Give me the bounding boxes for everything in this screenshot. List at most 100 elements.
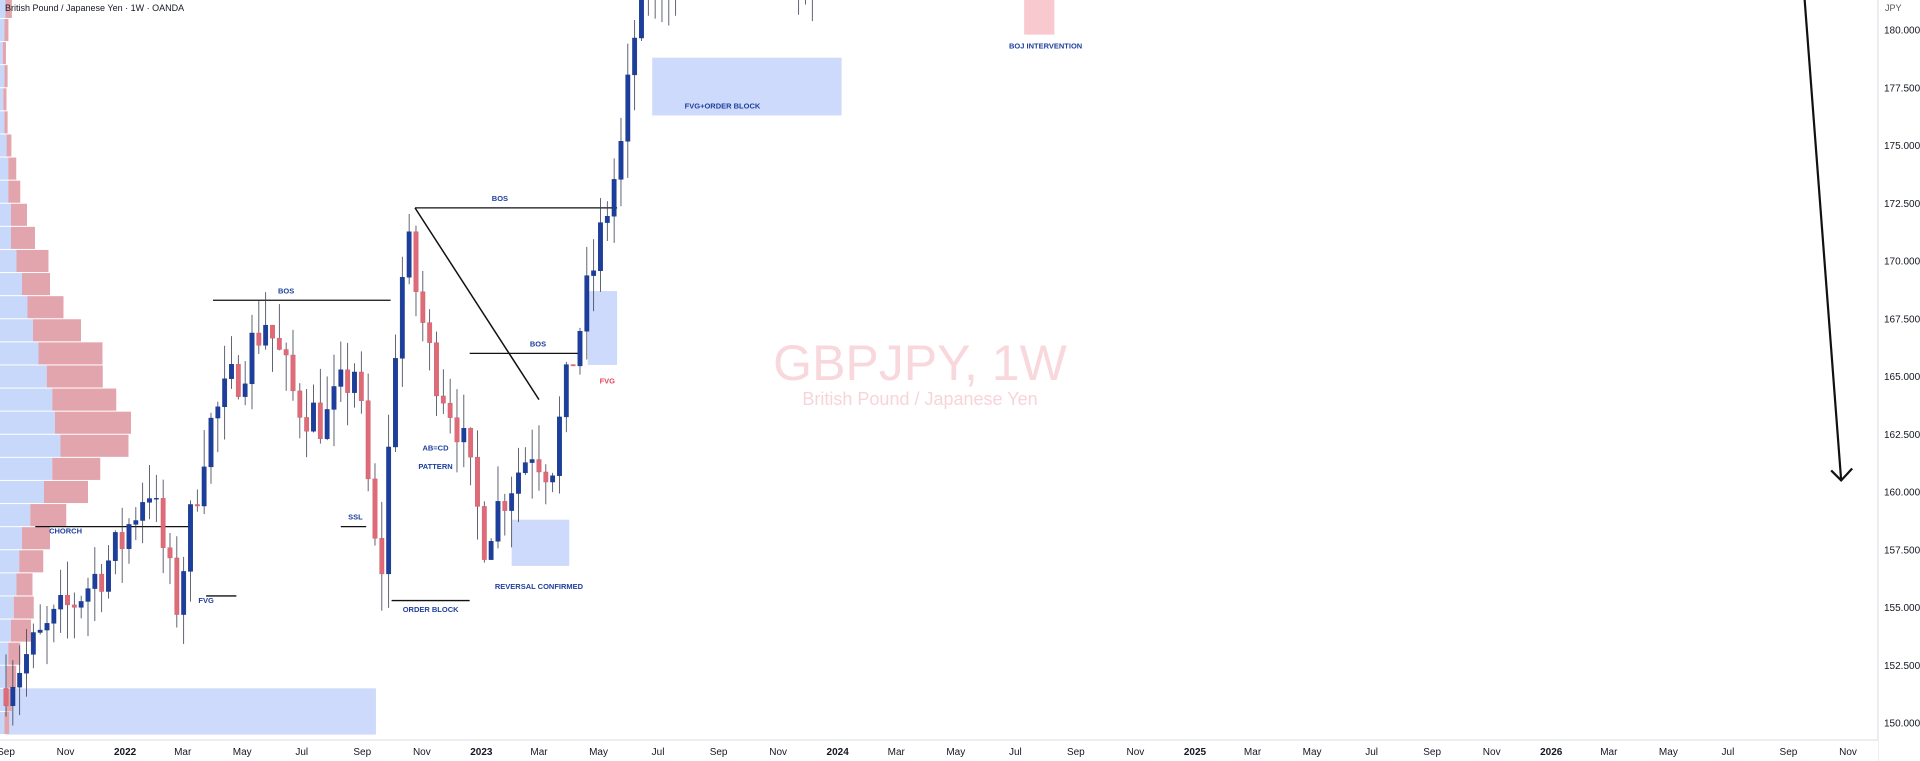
candle-down — [99, 573, 105, 592]
profile-bar-red — [4, 65, 8, 88]
x-tick-label: Nov — [413, 747, 431, 758]
x-tick-label: Nov — [1127, 747, 1145, 758]
annotation-label: BOS — [278, 286, 294, 295]
candle-up — [639, 0, 644, 39]
watermark-name: British Pound / Japanese Yen — [802, 389, 1037, 409]
x-tick-label: May — [946, 747, 965, 758]
x-tick-label: May — [1659, 747, 1678, 758]
candle-up — [133, 520, 139, 525]
x-tick-label: Jul — [652, 747, 665, 758]
x-tick-label: Mar — [530, 747, 548, 758]
annotation-label: BOS — [492, 194, 508, 203]
y-tick-label: 177.500 — [1884, 83, 1920, 94]
candle-down — [481, 506, 487, 560]
x-tick-label: Sep — [1780, 747, 1798, 758]
x-tick-label: Jul — [295, 747, 308, 758]
candle-down — [283, 349, 289, 356]
candle-up — [24, 654, 29, 674]
candle-up — [618, 141, 624, 180]
x-tick-label: Nov — [769, 747, 787, 758]
candle-up — [509, 493, 515, 511]
profile-bar-red — [52, 457, 101, 480]
profile-bar-red — [30, 504, 67, 527]
candle-up — [516, 472, 521, 494]
candle-up — [338, 369, 344, 387]
candle-down — [570, 364, 576, 367]
y-tick-label: 150.000 — [1884, 719, 1920, 730]
profile-bar-red — [55, 411, 131, 434]
candle-down — [297, 390, 303, 418]
x-tick-label: Jul — [1365, 747, 1378, 758]
watermark-symbol: GBPJPY, 1W — [773, 335, 1067, 391]
candle-up — [625, 74, 631, 142]
profile-bar-blue — [0, 619, 11, 642]
candle-up — [181, 571, 187, 615]
candle-down — [358, 371, 364, 401]
x-tick-label: Mar — [1244, 747, 1262, 758]
x-tick-label: May — [233, 747, 252, 758]
candle-up — [386, 446, 392, 575]
profile-bar-blue — [0, 480, 44, 504]
candle-down — [71, 604, 77, 608]
candle-down — [194, 504, 200, 507]
candle-up — [598, 222, 603, 271]
profile-bar-red — [8, 180, 21, 203]
profile-bar-blue — [0, 596, 14, 619]
profile-bar-blue — [0, 180, 9, 203]
profile-bar-blue — [0, 411, 55, 434]
fvg-zone — [587, 291, 618, 365]
candle-up — [17, 672, 23, 688]
fvg-order-block-zone — [652, 57, 842, 116]
profile-bar-red — [4, 711, 10, 735]
candle-up — [550, 475, 556, 483]
profile-bar-blue — [0, 65, 5, 88]
x-tick-label: Sep — [710, 747, 728, 758]
projection-arrowhead — [1830, 467, 1853, 483]
candle-up — [112, 532, 118, 561]
candle-down — [167, 547, 173, 559]
candle-down — [235, 364, 241, 397]
profile-bar-red — [11, 203, 27, 226]
volume-profile — [0, 0, 131, 735]
candle-down — [65, 595, 70, 606]
candle-up — [140, 502, 146, 521]
profile-bar-red — [2, 42, 6, 65]
annotation-label: CHORCH — [49, 527, 82, 536]
candle-up — [522, 462, 528, 474]
watermark: GBPJPY, 1W British Pound / Japanese Yen — [773, 335, 1067, 409]
candle-up — [632, 37, 638, 76]
candle-up — [529, 459, 535, 463]
profile-bar-blue — [0, 134, 7, 157]
candles-layer — [3, 0, 813, 726]
y-tick-label: 172.500 — [1884, 199, 1920, 210]
annotations-layer: CHORCH FVG BOS SSL AB=CD PATTERN ORDER BLOCK BO… — [49, 41, 1082, 614]
profile-bar-blue — [0, 273, 22, 296]
candle-down — [290, 354, 296, 392]
profile-bar-blue — [0, 573, 17, 596]
x-tick-label: May — [589, 747, 608, 758]
profile-bar-blue — [0, 642, 9, 665]
x-tick-label: Nov — [1839, 747, 1857, 758]
profile-bar-blue — [0, 457, 53, 480]
candle-up — [147, 498, 152, 503]
x-tick-label: Nov — [1483, 747, 1501, 758]
profile-bar-red — [44, 480, 88, 504]
x-tick-label: 2024 — [827, 747, 850, 758]
y-tick-label: 152.500 — [1884, 661, 1920, 672]
candle-up — [242, 383, 248, 397]
profile-bar-red — [52, 388, 117, 411]
profile-bar-red — [8, 157, 17, 180]
candle-up — [126, 524, 132, 549]
profile-bar-blue — [0, 665, 7, 688]
candle-down — [502, 501, 508, 511]
profile-bar-red — [4, 111, 8, 134]
candle-up — [331, 386, 337, 410]
profile-bar-red — [38, 342, 103, 365]
y-tick-label: 167.500 — [1884, 314, 1920, 325]
candle-down — [475, 456, 480, 507]
profile-bar-red — [27, 296, 64, 319]
candle-up — [311, 402, 316, 432]
x-tick-label: 2022 — [114, 747, 137, 758]
candle-down — [270, 324, 275, 339]
